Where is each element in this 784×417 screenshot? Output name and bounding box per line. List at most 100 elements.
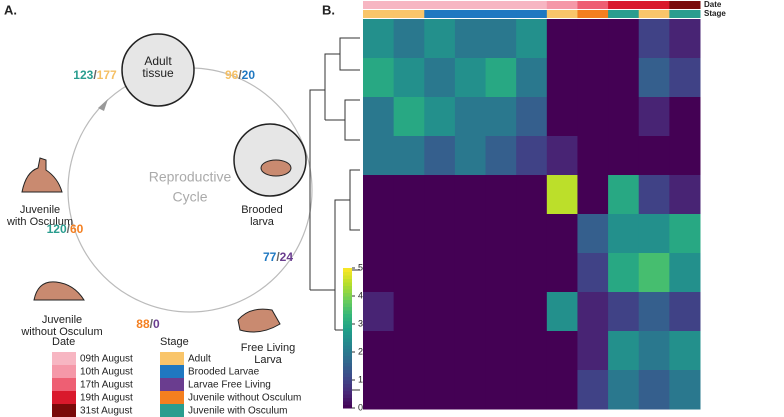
heat-cell [424,214,456,254]
heat-cell [424,370,456,410]
legend-swatch [160,378,184,391]
heat-cell [485,253,517,293]
colorbar-segment [343,268,352,272]
heat-cell [638,214,670,254]
date-annotation [424,1,456,9]
heat-cell [608,19,640,59]
colorbar-label: 1 [358,374,363,384]
heat-cell [669,58,701,98]
count-a: 88 [136,317,150,331]
center-label: Reproductive [149,169,232,185]
heat-cell [363,19,395,59]
legend-label: 09th August [80,354,133,365]
heat-cell [485,370,517,410]
juvenile-icon [33,281,85,301]
heat-cell [608,370,640,410]
date-annotation [577,1,609,9]
heat-cell [577,175,609,215]
heat-cell [577,370,609,410]
colorbar-segment [343,289,352,293]
colorbar-segment [343,320,352,325]
colorbar-label: 4 [358,290,363,300]
heat-cell [638,58,670,98]
stage-label: tissue [142,66,174,80]
legend-swatch [52,352,76,365]
legend-swatch [160,365,184,378]
count-b: 20 [242,68,256,82]
heat-cell [393,97,425,137]
heat-cell [363,58,395,98]
count-label: 77/24 [263,250,293,264]
count-sep: / [238,68,242,82]
stage-annotation [454,10,487,18]
legend-swatch [52,391,76,404]
colorbar-segment [343,401,352,405]
dendrogram [309,37,360,391]
count-b: 177 [97,68,117,82]
heat-cell [454,331,487,371]
heat-cell [363,214,395,254]
heat-cell [516,175,548,215]
heat-cell [393,253,425,293]
colorbar-segment [343,331,352,335]
center-label: Cycle [172,189,207,205]
heat-cell [424,331,456,371]
colorbar-segment [343,292,352,297]
heat-cell [638,136,670,176]
legend-title: Stage [160,336,189,348]
colorbar-segment [343,366,352,370]
colorbar-segment [343,352,352,356]
heat-cell [516,370,548,410]
heat-cell [485,175,517,215]
heat-cell [669,253,701,293]
heat-cell [393,370,425,410]
heat-cell [424,136,456,176]
colorbar-segment [343,348,352,353]
date-annotation [485,1,517,9]
heat-cell [485,58,517,98]
heat-cell [638,253,670,293]
date-annotation [669,1,701,9]
heat-cell [546,19,578,59]
colorbar-segment [343,271,352,276]
legend-swatch [52,365,76,378]
colorbar-segment [343,387,352,391]
count-a: 77 [263,250,277,264]
date-annotation [638,1,670,9]
colorbar-segment [343,383,352,388]
count-sep: / [150,317,154,331]
stage-label: with Osculum [6,216,73,228]
heat-cell [577,331,609,371]
stage-annotation [424,10,456,18]
heat-cell [454,253,487,293]
date-annotation [516,1,548,9]
colorbar-segment [343,317,352,321]
legend-swatch [160,391,184,404]
count-a: 120 [47,222,67,236]
colorbar-segment [343,369,352,374]
colorbar-segment [343,275,352,279]
stage-label: Adult [144,54,172,68]
heat-cell [516,214,548,254]
legend-swatch [160,352,184,365]
legend-label: 19th August [80,393,133,404]
date-annotation [363,1,395,9]
heat-cell [669,136,701,176]
colorbar-segment [343,299,352,304]
count-sep: / [93,68,97,82]
colorbar-segment [343,334,352,339]
count-sep: / [67,222,71,236]
free-larva-icon [237,308,281,333]
heat-cell [516,19,548,59]
colorbar-segment [343,278,352,283]
heat-cell [546,136,578,176]
stage-label: Free Living [241,342,295,354]
heat-cell [608,214,640,254]
colorbar-segment [343,341,352,346]
panel-label: B. [322,2,335,17]
count-b: 0 [153,317,160,331]
heat-cell [577,19,609,59]
heat-cell [393,136,425,176]
heat-cell [485,19,517,59]
heat-cell [669,97,701,137]
